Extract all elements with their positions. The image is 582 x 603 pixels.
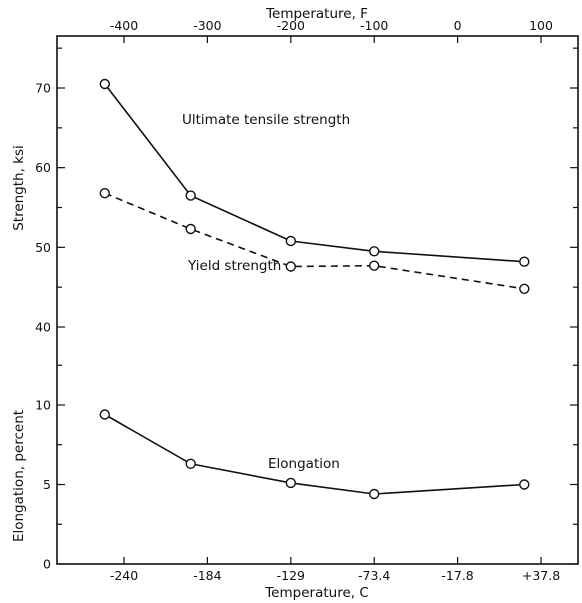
lower-y-tick-label: 0 [43, 557, 51, 572]
elongation-series-label: Elongation [268, 456, 340, 472]
lower-y-tick-label: 10 [35, 398, 51, 413]
upper-y-tick-label: 60 [35, 160, 51, 175]
yield-series-label: Yield strength [187, 258, 281, 274]
elongation-series-point [519, 479, 530, 490]
yield-series-point [185, 223, 196, 235]
top-axis-title: Temperature, F [265, 6, 368, 22]
uts-series-point [519, 256, 530, 267]
bottom-axis-title: Temperature, C [264, 585, 369, 601]
lower-y-axis-title: Elongation, percent [11, 410, 27, 542]
uts-series-line [104, 83, 525, 263]
bottom-x-tick-label: -17.8 [441, 568, 473, 583]
uts-series-point [285, 235, 296, 247]
bottom-x-tick-label: -184 [193, 568, 221, 583]
bottom-x-tick-label: +37.8 [522, 568, 560, 583]
elongation-series-point [285, 477, 296, 489]
bottom-x-tick-label: -73.4 [358, 568, 390, 583]
elongation-series-point [185, 458, 196, 469]
top-x-tick-label: 0 [454, 18, 462, 33]
ticks-layer: -400 -300 -200 -100 0 100-240 -184 -129 -73.4 -17… [35, 18, 578, 583]
top-x-tick-label: 100 [529, 18, 553, 33]
elongation-series-line [104, 413, 525, 495]
yield-series-point [99, 187, 111, 199]
yield-series-line [104, 192, 525, 290]
upper-y-tick-label: 50 [35, 240, 51, 255]
yield-series-point [369, 260, 380, 271]
uts-series-point [99, 78, 111, 90]
yield-series-point [285, 261, 296, 272]
top-x-tick-label: -100 [360, 18, 388, 33]
uts-series-point [369, 246, 380, 257]
bottom-x-tick-label: -240 [110, 568, 138, 583]
top-x-tick-label: -200 [277, 18, 305, 33]
plot-frame [56, 35, 579, 565]
top-x-tick-label: -400 [110, 18, 138, 33]
yield-series-point [519, 283, 530, 294]
bottom-x-tick-label: -129 [277, 568, 305, 583]
upper-y-tick-label: 70 [35, 81, 51, 96]
lower-y-tick-label: 5 [43, 477, 51, 492]
uts-series-point [185, 190, 196, 201]
elongation-series-point [99, 409, 111, 420]
series-layer [99, 78, 530, 500]
top-x-tick-label: -300 [193, 18, 221, 33]
elongation-series-point [369, 488, 380, 500]
uts-series-label: Ultimate tensile strength [182, 112, 350, 128]
upper-y-tick-label: 40 [35, 320, 51, 335]
upper-y-axis-title: Strength, ksi [11, 145, 27, 231]
